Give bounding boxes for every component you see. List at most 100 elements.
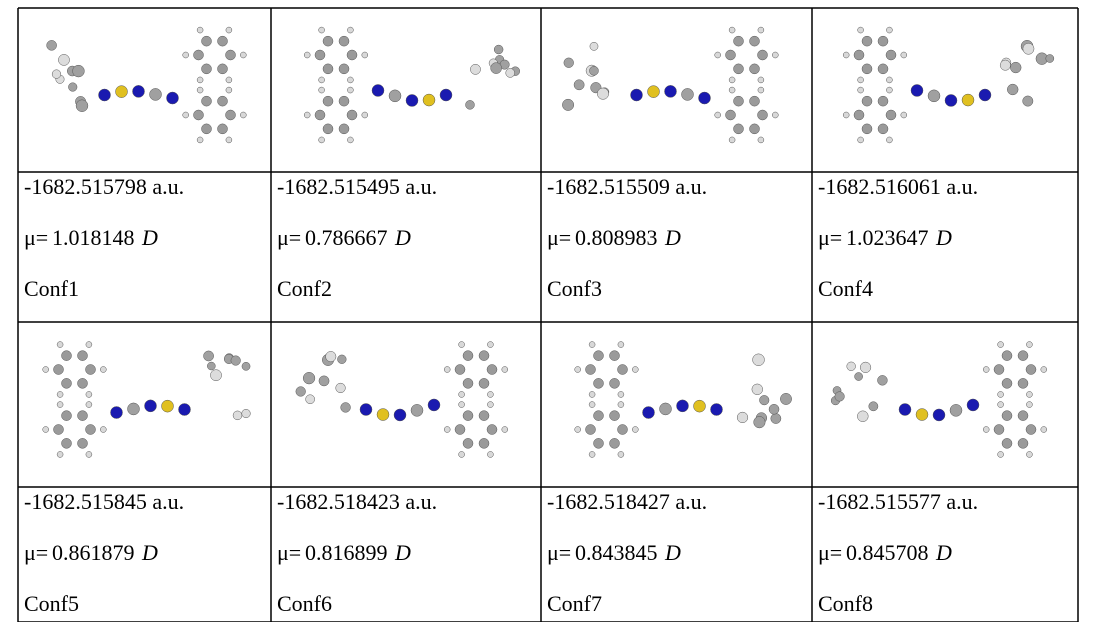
atom	[725, 49, 736, 61]
atom	[593, 410, 604, 421]
atom	[454, 424, 466, 435]
atom	[1022, 95, 1034, 107]
atom	[609, 378, 620, 389]
cell-text: -1682.515509 a.u.	[547, 174, 708, 199]
atom	[1022, 42, 1035, 55]
atom	[85, 424, 96, 435]
cell-text: 0.816899	[305, 540, 388, 565]
atom	[347, 26, 354, 34]
atom	[196, 76, 204, 84]
atom	[225, 26, 233, 34]
atom	[617, 391, 625, 398]
atom	[562, 98, 575, 111]
atom	[203, 350, 214, 362]
atom	[885, 109, 897, 121]
atom	[232, 410, 243, 421]
atom	[877, 95, 889, 107]
atom	[462, 378, 474, 389]
cell-text: 1.023647	[846, 225, 929, 250]
atom	[728, 26, 736, 34]
atom	[201, 123, 212, 135]
atom	[470, 63, 481, 75]
atom	[993, 424, 1005, 435]
cell-text: D	[936, 540, 952, 565]
atom	[736, 411, 749, 424]
atom	[617, 341, 625, 348]
atom	[314, 49, 326, 61]
cell-text: μ=	[277, 225, 302, 250]
atom	[443, 426, 451, 433]
atom	[77, 410, 88, 421]
atom	[388, 89, 402, 103]
atom	[752, 353, 765, 366]
atom	[178, 403, 191, 416]
cell-text: D	[395, 540, 411, 565]
atom	[573, 79, 585, 91]
atom	[861, 95, 873, 107]
atom	[318, 76, 325, 84]
atom	[225, 76, 233, 84]
atom	[982, 426, 990, 433]
atom	[632, 426, 639, 433]
atom	[857, 410, 869, 422]
atom	[478, 410, 490, 421]
atom	[1026, 451, 1033, 458]
atom	[659, 402, 672, 416]
atom	[749, 123, 760, 135]
atom	[757, 86, 765, 94]
atom	[56, 341, 64, 348]
atom	[676, 399, 689, 413]
atom	[886, 76, 893, 84]
atom	[681, 88, 694, 101]
atom	[61, 350, 72, 361]
atom	[207, 361, 216, 371]
atom	[854, 372, 863, 381]
atom	[346, 49, 358, 61]
atom	[347, 136, 354, 144]
atom	[443, 366, 451, 373]
atom	[196, 26, 204, 34]
atom	[61, 438, 72, 449]
atom	[1001, 438, 1013, 449]
atom	[127, 402, 140, 416]
atom	[593, 378, 604, 389]
atom	[487, 391, 494, 398]
cell-text: 0.845708	[846, 540, 929, 565]
atom	[853, 109, 865, 121]
atom	[617, 451, 625, 458]
atom	[393, 408, 407, 422]
atom	[241, 361, 251, 371]
atom	[196, 86, 204, 94]
atom	[714, 51, 721, 59]
atom	[1017, 438, 1029, 449]
atom	[346, 109, 358, 121]
atom	[56, 391, 64, 398]
atom	[361, 51, 369, 59]
atom	[997, 401, 1004, 408]
atom	[1026, 341, 1033, 348]
atom	[593, 438, 604, 449]
atom	[877, 35, 889, 47]
atom	[961, 93, 975, 107]
atom	[85, 341, 93, 348]
atom	[753, 416, 766, 429]
cell-text: μ=	[818, 540, 843, 565]
atom	[997, 391, 1004, 398]
atom	[318, 375, 330, 387]
cell-text: μ=	[24, 225, 49, 250]
atom	[1001, 410, 1013, 421]
atom	[861, 35, 873, 47]
cell-text: 1.018148	[52, 225, 135, 250]
atom	[932, 408, 946, 422]
atom	[42, 426, 49, 433]
atom	[585, 424, 596, 435]
atom	[999, 59, 1011, 71]
atom	[478, 378, 490, 389]
atom	[900, 111, 908, 119]
atom	[85, 401, 93, 408]
cell-text: D	[665, 225, 681, 250]
atom	[759, 395, 770, 406]
atom	[757, 109, 768, 121]
atom	[486, 364, 498, 375]
atom	[115, 85, 128, 98]
